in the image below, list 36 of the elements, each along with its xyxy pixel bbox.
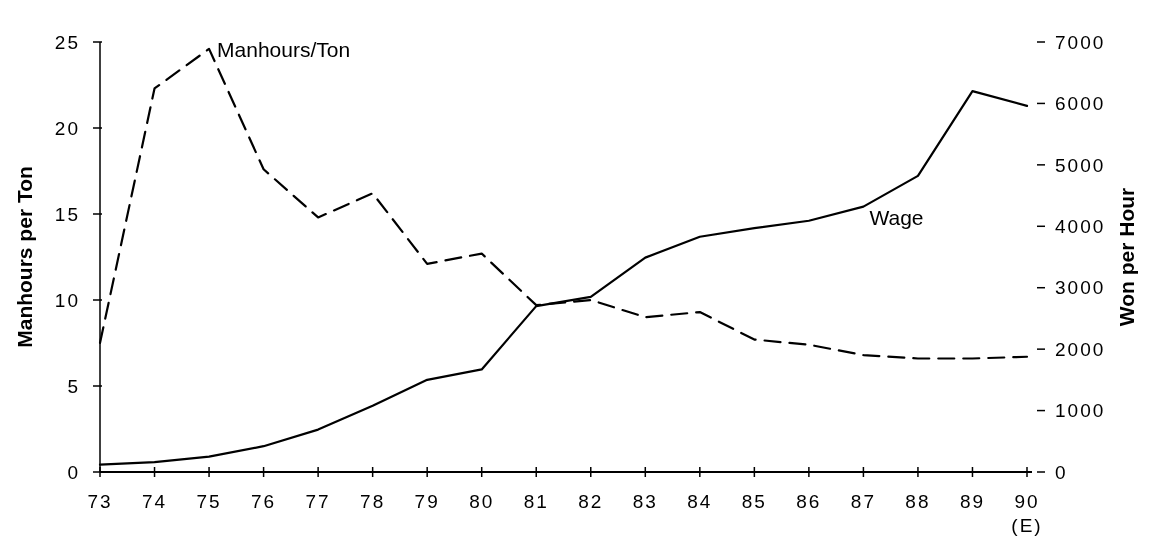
x-tick-label: 76 <box>251 491 277 512</box>
x-tick-label: 80 <box>469 491 495 512</box>
x-tick-label: 75 <box>196 491 222 512</box>
y2-axis-title: Won per Hour <box>1115 187 1138 327</box>
x-tick-label: 89 <box>959 491 986 512</box>
series-label: Manhours/Ton <box>217 37 351 61</box>
x-tick-label: 79 <box>414 491 440 512</box>
x-tick-label: 73 <box>87 491 113 512</box>
y-tick-label: 5 <box>67 375 80 397</box>
y2-tick-label: 2000 <box>1055 338 1106 360</box>
y-tick-label: 10 <box>54 289 80 311</box>
x-tick-label: 87 <box>850 491 876 512</box>
y2-tick-label: 1000 <box>1055 400 1106 422</box>
y-tick-label: 0 <box>67 461 80 483</box>
x-tick-label: 82 <box>578 491 604 512</box>
y2-tick-label: 6000 <box>1055 93 1106 115</box>
x-tick-label: 88 <box>905 491 931 512</box>
y-tick-label: 20 <box>54 117 80 139</box>
x-tick-label: 78 <box>360 491 386 512</box>
x-tick-label: 84 <box>687 491 713 512</box>
y2-tick-label: 3000 <box>1055 277 1106 299</box>
series-label: Wage <box>869 205 924 229</box>
x-tick-label: 83 <box>632 491 658 512</box>
y-tick-label: 15 <box>54 203 80 225</box>
y2-tick-label: 7000 <box>1055 31 1106 53</box>
y2-tick-label: 0 <box>1055 461 1068 483</box>
x-tick-label: 74 <box>141 491 168 512</box>
y-tick-label: 25 <box>54 31 80 53</box>
x-tick-label: 90 (E) <box>1011 491 1043 536</box>
x-tick-label: 86 <box>796 491 822 512</box>
x-tick-label: 77 <box>305 491 331 512</box>
x-tick-label: 81 <box>523 491 549 512</box>
y2-tick-label: 4000 <box>1055 215 1106 237</box>
y2-tick-label: 5000 <box>1055 154 1106 176</box>
y-axis-title: Manhours per Ton <box>13 166 36 348</box>
x-tick-label: 85 <box>741 491 767 512</box>
